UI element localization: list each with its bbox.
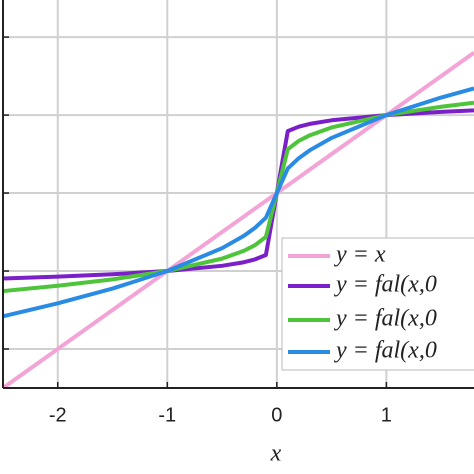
series-line: [1, 51, 474, 388]
legend-label: y = fal(x,0: [334, 338, 437, 364]
series-line: [2, 100, 474, 294]
axes: -2 -1 0 1: [2, 0, 474, 426]
legend-label: y = fal(x,0: [334, 272, 437, 298]
x-tick-label: -1: [158, 404, 176, 426]
legend: y = x y = fal(x,0 y = fal(x,0 y = fal(x,0: [281, 237, 474, 371]
legend-box: [281, 237, 474, 371]
grid: [3, 0, 474, 388]
x-tick-label: 1: [381, 404, 392, 426]
legend-label: y = fal(x,0: [334, 306, 437, 332]
x-axis-label: x: [270, 441, 282, 467]
series-line: [2, 108, 474, 281]
legend-label: y = x: [334, 242, 386, 268]
series-line: [2, 86, 474, 319]
x-tick-label: -2: [49, 404, 67, 426]
x-tick-label: 0: [271, 404, 282, 426]
plot-lines: [1, 51, 474, 388]
